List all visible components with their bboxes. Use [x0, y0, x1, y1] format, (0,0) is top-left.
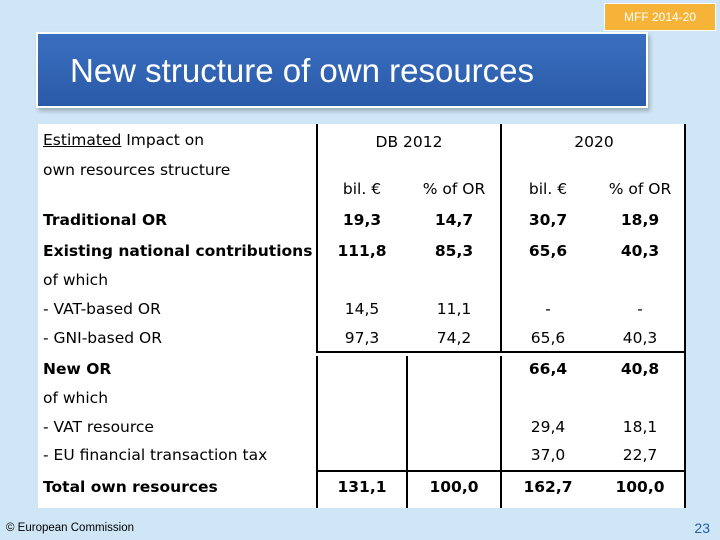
row-existing-v2: 85,3 — [434, 242, 474, 260]
row-gni-based-v3: 65,6 — [530, 329, 566, 347]
row-of-which-2: of which — [43, 389, 109, 407]
row-new-or-v3: 66,4 — [528, 360, 568, 378]
row-gni-based-v1: 97,3 — [344, 329, 380, 347]
row-ftt-v3: 37,0 — [530, 446, 566, 464]
page-number: 23 — [694, 520, 710, 536]
table-divider-left — [316, 124, 318, 351]
mff-badge: MFF 2014-20 — [604, 3, 716, 31]
row-vat-resource-v4: 18,1 — [622, 418, 658, 436]
row-vat-based-v1: 14,5 — [344, 300, 380, 318]
subheader-bil-db: bil. € — [342, 180, 382, 198]
subheader-pct-db: % of OR — [422, 180, 486, 198]
table-divider-center-lower — [500, 356, 502, 508]
header-label: Estimated Impact on — [43, 130, 204, 150]
group-2020: 2020 — [574, 133, 614, 151]
header-impact: Impact on — [121, 131, 205, 149]
row-vat-resource-label: - VAT resource — [43, 418, 154, 436]
row-gni-based-v2: 74,2 — [436, 329, 472, 347]
row-new-or-v4: 40,8 — [620, 360, 660, 378]
row-vat-resource-v3: 29,4 — [530, 418, 566, 436]
row-vat-based-v4: - — [637, 300, 643, 318]
row-total-v4: 100,0 — [615, 478, 665, 496]
row-traditional-v2: 14,7 — [434, 211, 474, 229]
row-vat-based-label: - VAT-based OR — [43, 300, 161, 318]
header-label-line2: own resources structure — [43, 161, 231, 179]
table-divider-right — [684, 124, 686, 508]
table-divider-left-lower — [316, 356, 318, 508]
row-new-or-label: New OR — [43, 360, 112, 378]
row-existing-v1: 111,8 — [337, 242, 387, 260]
row-traditional-v1: 19,3 — [342, 211, 382, 229]
table-rule-mid — [316, 351, 686, 353]
table-divider-mid — [406, 356, 408, 508]
subheader-pct-2020: % of OR — [608, 180, 672, 198]
row-gni-based-v4: 40,3 — [622, 329, 658, 347]
row-ftt-v4: 22,7 — [622, 446, 658, 464]
table-divider-center — [500, 124, 502, 351]
table-rule-lower — [316, 470, 686, 472]
row-total-label: Total own resources — [43, 478, 218, 496]
subheader-bil-2020: bil. € — [528, 180, 568, 198]
row-vat-based-v3: - — [545, 300, 551, 318]
row-existing-label: Existing national contributions — [43, 242, 313, 260]
row-vat-based-v2: 11,1 — [436, 300, 472, 318]
row-traditional-v3: 30,7 — [528, 211, 568, 229]
header-estimated: Estimated — [43, 131, 122, 149]
row-traditional-v4: 18,9 — [620, 211, 660, 229]
copyright-footer: © European Commission — [6, 522, 134, 534]
row-ftt-label: - EU financial transaction tax — [43, 446, 268, 464]
row-existing-v3: 65,6 — [528, 242, 568, 260]
row-existing-v4: 40,3 — [620, 242, 660, 260]
row-traditional-label: Traditional OR — [43, 211, 168, 229]
row-of-which-1: of which — [43, 271, 109, 289]
title-banner: New structure of own resources — [36, 32, 648, 108]
own-resources-table: Estimated Impact on own resources struct… — [38, 124, 686, 508]
row-total-v3: 162,7 — [523, 478, 573, 496]
slide-title: New structure of own resources — [70, 52, 535, 89]
row-total-v1: 131,1 — [337, 478, 387, 496]
row-total-v2: 100,0 — [429, 478, 479, 496]
group-db-2012: DB 2012 — [375, 133, 443, 151]
row-gni-based-label: - GNI-based OR — [43, 329, 162, 347]
